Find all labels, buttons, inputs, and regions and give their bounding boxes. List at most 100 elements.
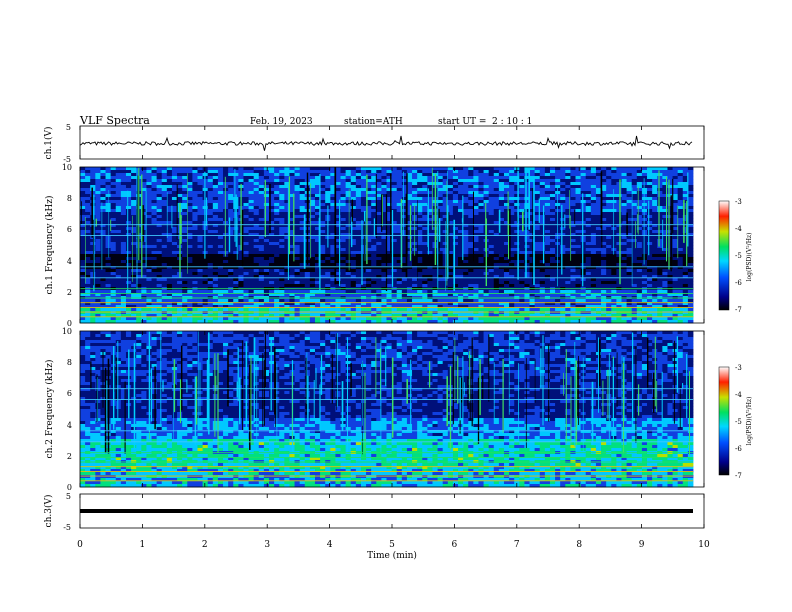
ch1-spec-cell bbox=[115, 209, 122, 213]
ch1-spec-cell bbox=[529, 182, 536, 186]
ch1-spec-cell bbox=[243, 224, 249, 228]
ch1-spec-cell bbox=[401, 236, 408, 240]
ch1-spec-cell bbox=[575, 284, 582, 288]
ch1-spec-cell bbox=[335, 197, 341, 201]
ch1-spec-cell bbox=[544, 242, 551, 246]
ch1-spec-cell bbox=[141, 230, 147, 234]
ch1-spec-cell bbox=[570, 230, 576, 234]
ch1-spec-cell bbox=[345, 260, 352, 264]
ch1-spec-cell bbox=[294, 203, 301, 207]
ch1-spec-cell bbox=[687, 188, 694, 192]
ch1-spec-cell bbox=[595, 269, 602, 273]
ch1-spec-cell bbox=[529, 176, 536, 180]
ch1-spec-cell bbox=[294, 182, 301, 186]
ch1-spec-cell bbox=[493, 194, 500, 198]
ch1-spec-cell bbox=[350, 251, 357, 255]
ch1-spec-cell bbox=[606, 188, 612, 192]
ch1-spec-cell bbox=[488, 182, 495, 186]
ch1-spec-cell bbox=[100, 230, 106, 234]
ch1-spec-cell bbox=[503, 221, 510, 225]
ch1-spec-cell bbox=[110, 170, 117, 174]
ch1-spec-cell bbox=[314, 239, 321, 243]
ch1-spec-cell bbox=[125, 185, 132, 189]
ch1-spec-cell bbox=[258, 233, 265, 237]
ch1-spec-cell bbox=[212, 179, 219, 183]
ch1-spec-cell bbox=[626, 209, 633, 213]
ch1-spec-cell bbox=[228, 284, 234, 288]
ch1-spec-cell bbox=[100, 242, 106, 246]
ch1-spec-cell bbox=[90, 248, 96, 252]
ch1-spec-cell bbox=[294, 224, 301, 228]
ch1-spec-cell bbox=[580, 284, 587, 288]
ch1-spec-cell bbox=[616, 245, 622, 249]
ch1-spec-cell bbox=[447, 197, 454, 201]
ch1-spec-cell bbox=[657, 221, 663, 225]
ch1-spec-cell bbox=[662, 203, 668, 207]
ch1-spec-cell bbox=[422, 206, 428, 210]
ch1-spec-cell bbox=[192, 245, 198, 249]
ch1-spec-cell bbox=[488, 269, 495, 273]
ch1-spec-cell bbox=[549, 254, 556, 258]
ch1-spec-cell bbox=[85, 227, 91, 231]
ch1-spec-cell bbox=[549, 242, 556, 246]
ch1-spec-cell bbox=[662, 239, 668, 243]
ch1-spec-cell bbox=[539, 200, 546, 204]
ch1-spec-cell bbox=[647, 224, 653, 228]
ch1-spec-cell bbox=[621, 182, 627, 186]
ch1-spec-cell bbox=[667, 197, 673, 201]
ch1-spec-cell bbox=[355, 233, 362, 237]
ch1-spec-cell bbox=[606, 203, 612, 207]
ch1-spec-cell bbox=[391, 233, 398, 237]
ch1-spec-cell bbox=[309, 251, 316, 255]
ch1-spec-cell bbox=[294, 233, 301, 237]
ch1-spec-cell bbox=[85, 218, 91, 222]
ch1-spec-cell bbox=[498, 236, 505, 240]
ch1-spec-cell bbox=[682, 245, 689, 249]
ch1-spec-cell bbox=[95, 230, 101, 234]
ch1-spec-cell bbox=[386, 269, 393, 273]
ch1-spec-cell bbox=[682, 200, 689, 204]
ch1-spec-cell bbox=[391, 263, 398, 267]
ch1-spec-cell bbox=[115, 257, 122, 261]
ch1-spec-cell bbox=[294, 206, 301, 210]
ch1-spec-cell bbox=[427, 230, 433, 234]
ch1-spec-cell bbox=[626, 179, 633, 183]
ch1-spec-cell bbox=[187, 221, 193, 225]
ch1-spec-cell bbox=[626, 236, 633, 240]
ch1-spec-cell bbox=[498, 212, 505, 216]
ch1-spec-cell bbox=[115, 263, 122, 267]
ch1-spec-cell bbox=[228, 254, 234, 258]
ch1-spec-cell bbox=[616, 185, 622, 189]
ch1-spec-cell bbox=[509, 227, 515, 231]
ch1-spec-cell bbox=[151, 245, 158, 249]
ch1-spec-cell bbox=[171, 176, 178, 180]
ch1-spec-cell bbox=[340, 218, 347, 222]
ch1-spec-cell bbox=[371, 242, 377, 246]
ch1-spec-cell bbox=[667, 275, 673, 279]
ch1-spec-cell bbox=[611, 176, 617, 180]
ch1-spec-cell bbox=[626, 230, 633, 234]
ch1-spec-cell bbox=[611, 170, 617, 174]
ch1-spec-cell bbox=[182, 209, 188, 213]
ch1-spec-cell bbox=[228, 230, 234, 234]
ch1-spec-cell bbox=[248, 251, 255, 255]
ch1-spec-cell bbox=[350, 227, 357, 231]
ch1-spec-cell bbox=[606, 179, 612, 183]
ch1-spec-cell bbox=[325, 203, 331, 207]
ch1-spec-cell bbox=[228, 176, 234, 180]
ch1-spec-cell bbox=[274, 242, 280, 246]
ch1-spec-cell bbox=[284, 263, 290, 267]
ch1-spec-cell bbox=[667, 281, 673, 285]
ch1-spec-cell bbox=[141, 197, 147, 201]
ch1-spec-cell bbox=[458, 266, 464, 270]
ch1-spec-cell bbox=[631, 179, 638, 183]
ch1-spec-cell bbox=[401, 176, 408, 180]
ch1-spec-cell bbox=[274, 200, 280, 204]
ch1-spec-cell bbox=[223, 215, 229, 219]
ch1-spec-cell bbox=[601, 224, 607, 228]
ch1-spec-cell bbox=[662, 194, 668, 198]
ch1-spec-cell bbox=[682, 179, 689, 183]
ch1-spec-cell bbox=[641, 167, 648, 171]
ch1-spec-cell bbox=[636, 185, 643, 189]
ch1-spec-cell bbox=[294, 197, 301, 201]
